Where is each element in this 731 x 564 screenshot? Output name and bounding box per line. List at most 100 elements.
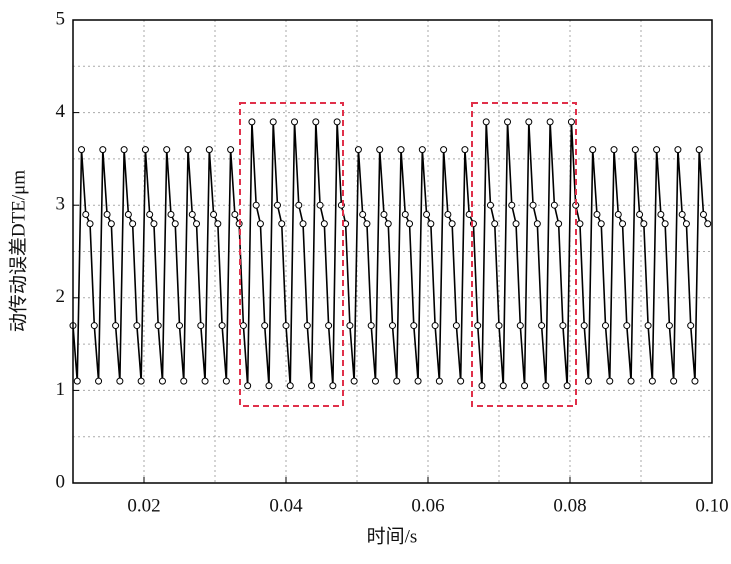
data-point <box>461 146 469 154</box>
data-point <box>376 146 384 154</box>
data-point <box>371 377 379 385</box>
data-point <box>248 118 256 126</box>
data-point <box>614 210 622 218</box>
data-point <box>495 322 503 330</box>
y-tick-label: 2 <box>56 286 66 307</box>
data-point <box>333 118 341 126</box>
x-tick-label: 0.02 <box>127 495 160 516</box>
highlight-box <box>239 102 344 407</box>
data-point <box>167 210 175 218</box>
data-point <box>265 382 273 390</box>
x-tick-label: 0.04 <box>269 495 303 516</box>
x-tick-label: 0.10 <box>695 495 728 516</box>
data-point <box>393 377 401 385</box>
data-point <box>261 322 269 330</box>
data-point <box>648 377 656 385</box>
data-point <box>576 220 584 228</box>
data-point <box>112 322 120 330</box>
y-tick-label: 0 <box>56 471 66 492</box>
data-point <box>359 210 367 218</box>
data-point <box>184 146 192 154</box>
data-point <box>116 377 124 385</box>
data-point <box>299 220 307 228</box>
data-point <box>188 210 196 218</box>
data-point <box>631 146 639 154</box>
data-point <box>516 322 524 330</box>
data-point <box>457 377 465 385</box>
data-point <box>661 220 669 228</box>
data-point <box>423 210 431 218</box>
data-point <box>269 118 277 126</box>
data-point <box>597 220 605 228</box>
data-point <box>99 146 107 154</box>
data-point <box>141 146 149 154</box>
data-point <box>346 322 354 330</box>
data-point <box>559 322 567 330</box>
data-point <box>129 220 137 228</box>
data-point <box>222 377 230 385</box>
data-point <box>567 118 575 126</box>
data-point <box>308 382 316 390</box>
data-point <box>154 322 162 330</box>
data-point <box>580 322 588 330</box>
data-point <box>282 322 290 330</box>
data-point <box>653 146 661 154</box>
data-point <box>474 322 482 330</box>
data-point <box>163 146 171 154</box>
data-point <box>435 377 443 385</box>
data-point <box>525 118 533 126</box>
data-point <box>90 322 98 330</box>
highlight-box <box>471 102 577 407</box>
data-point <box>354 146 362 154</box>
data-point <box>78 146 86 154</box>
data-point <box>73 377 81 385</box>
data-point <box>316 201 324 209</box>
data-point <box>329 382 337 390</box>
data-point <box>124 210 132 218</box>
data-point <box>82 210 90 218</box>
data-point <box>610 146 618 154</box>
data-point <box>665 322 673 330</box>
data-point <box>367 322 375 330</box>
data-point <box>205 146 213 154</box>
data-point <box>218 322 226 330</box>
data-point <box>555 220 563 228</box>
data-point <box>538 322 546 330</box>
data-point <box>303 322 311 330</box>
data-point <box>171 220 179 228</box>
data-point <box>146 210 154 218</box>
data-point <box>384 220 392 228</box>
data-point <box>546 118 554 126</box>
data-point <box>180 377 188 385</box>
data-point <box>256 220 264 228</box>
x-tick-label: 0.06 <box>411 495 444 516</box>
data-point <box>486 201 494 209</box>
data-point <box>197 322 205 330</box>
data-point <box>350 377 358 385</box>
x-tick-label: 0.08 <box>553 495 586 516</box>
data-line <box>72 121 709 386</box>
data-point <box>320 220 328 228</box>
data-point <box>691 377 699 385</box>
y-axis-label: 动传动误差DTE/μm <box>7 170 29 332</box>
data-point <box>418 146 426 154</box>
data-point <box>244 382 252 390</box>
data-point <box>231 210 239 218</box>
data-point <box>589 146 597 154</box>
data-point <box>644 322 652 330</box>
plot-frame <box>72 19 713 484</box>
data-point <box>529 201 537 209</box>
data-point <box>137 377 145 385</box>
data-point <box>695 146 703 154</box>
data-point <box>512 220 520 228</box>
y-tick-label: 1 <box>56 379 66 400</box>
data-point <box>389 322 396 330</box>
data-point <box>444 210 452 218</box>
data-point <box>86 220 94 228</box>
data-point <box>636 210 644 218</box>
data-point <box>682 220 690 228</box>
data-point <box>640 220 648 228</box>
data-point <box>380 210 388 218</box>
data-point <box>448 220 456 228</box>
